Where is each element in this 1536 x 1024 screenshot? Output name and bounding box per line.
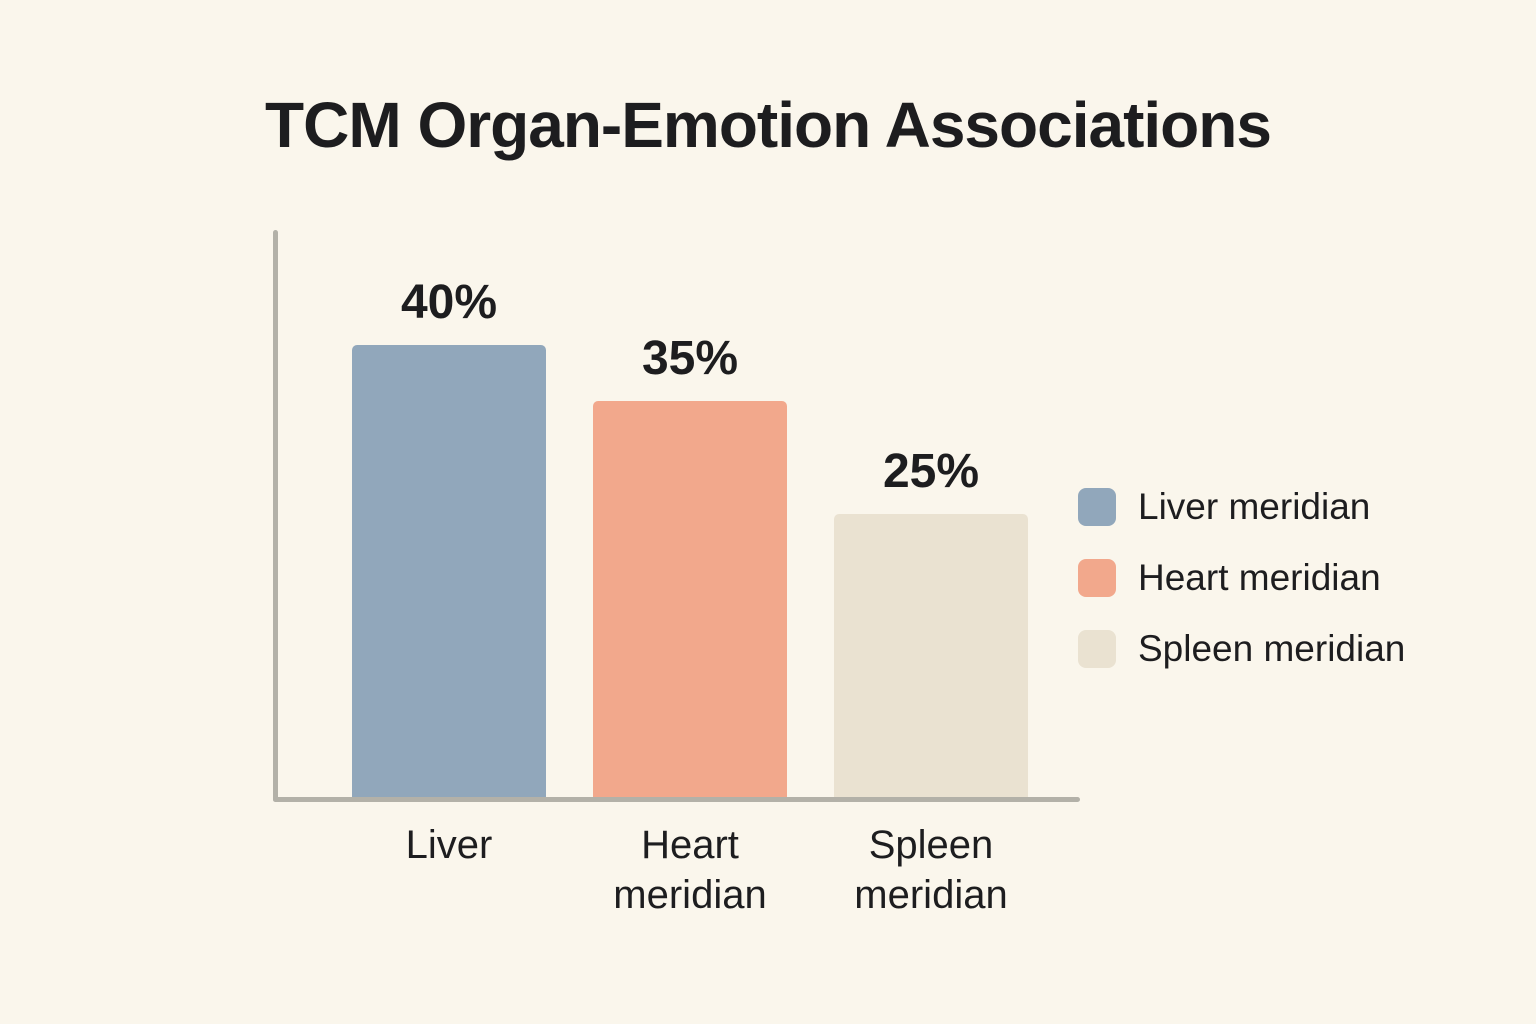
category-label: Spleen meridian: [854, 823, 1008, 917]
bars-row: 40% 35% 25%: [352, 279, 1028, 797]
bar-slot: 35%: [593, 335, 787, 797]
legend-label: Liver meridian: [1138, 486, 1371, 527]
bar: [593, 401, 787, 797]
legend-item: Spleen meridian: [1078, 628, 1405, 670]
bar: [352, 345, 546, 797]
x-axis-line: [273, 797, 1080, 802]
legend-swatch-icon: [1078, 559, 1116, 597]
legend-item: Liver meridian: [1078, 486, 1405, 528]
bar: [834, 514, 1028, 797]
chart-title: TCM Organ-Emotion Associations: [265, 89, 1272, 161]
bar-value-label: 25%: [882, 445, 980, 498]
legend: Liver meridian Heart meridian Spleen merid…: [1078, 486, 1405, 670]
bar-value-label: 40%: [400, 276, 498, 329]
legend-item: Heart meridian: [1078, 557, 1405, 599]
bar-value-label: 35%: [641, 332, 739, 385]
legend-label: Spleen meridian: [1138, 628, 1406, 669]
legend-swatch-icon: [1078, 488, 1116, 526]
bar-slot: 25%: [834, 448, 1028, 797]
category-labels-row: Liver Heart meridian Spleen meridian: [352, 820, 1028, 920]
category-label: Heart meridian: [613, 823, 767, 917]
legend-swatch-icon: [1078, 630, 1116, 668]
bar-slot: 40%: [352, 279, 546, 797]
y-axis-line: [273, 230, 278, 802]
category-label: Liver: [405, 823, 493, 867]
legend-label: Heart meridian: [1138, 557, 1381, 598]
